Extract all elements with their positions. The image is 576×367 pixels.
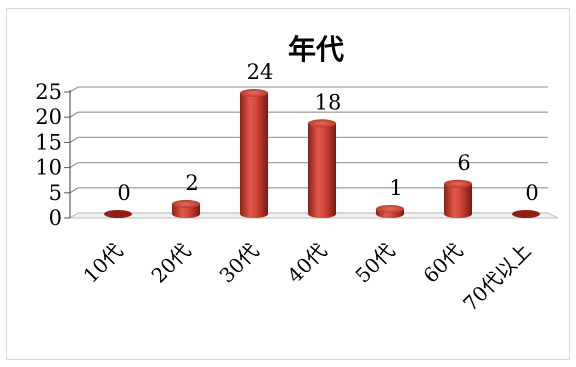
x-tick-label: 20代 [146,239,195,288]
bar-top [104,210,132,218]
data-label: 2 [185,171,198,195]
bars [104,89,540,218]
chart-frame [6,8,570,360]
bar [172,203,200,218]
y-tick-label: 15 [35,130,62,154]
x-tick-label: 70代以上 [458,239,535,316]
data-label: 1 [389,176,402,200]
y-tick-label: 0 [49,206,62,230]
y-tick-label: 20 [35,105,62,129]
bar [240,93,268,218]
y-tick-label: 10 [35,156,62,180]
y-tick-label: 25 [35,80,62,104]
bar-top [512,210,540,218]
bar-top [444,179,472,188]
grid-side [69,136,79,143]
data-label: 6 [457,151,470,175]
grid-side [69,162,79,169]
data-labels: 0 2 24 18 1 6 0 [117,60,538,205]
chart-title: 年代 [288,33,344,66]
y-tick-label: 5 [49,181,62,205]
data-label: 18 [315,90,342,114]
data-label: 0 [117,181,130,205]
bar-top [240,89,268,98]
bar-top [172,199,200,208]
data-label: 24 [247,60,274,84]
x-tick-label: 10代 [78,239,127,288]
bar [444,183,472,218]
data-label: 0 [525,181,538,205]
grid-side [69,86,79,93]
bar-top [376,204,404,213]
x-tick-label: 40代 [282,239,331,288]
grid-side [69,187,79,194]
x-tick-label: 60代 [418,239,467,288]
x-tick-label: 30代 [214,239,263,288]
bar [308,123,336,218]
x-tick-label: 50代 [350,239,399,288]
grid-side [69,111,79,118]
bar-top [308,119,336,128]
